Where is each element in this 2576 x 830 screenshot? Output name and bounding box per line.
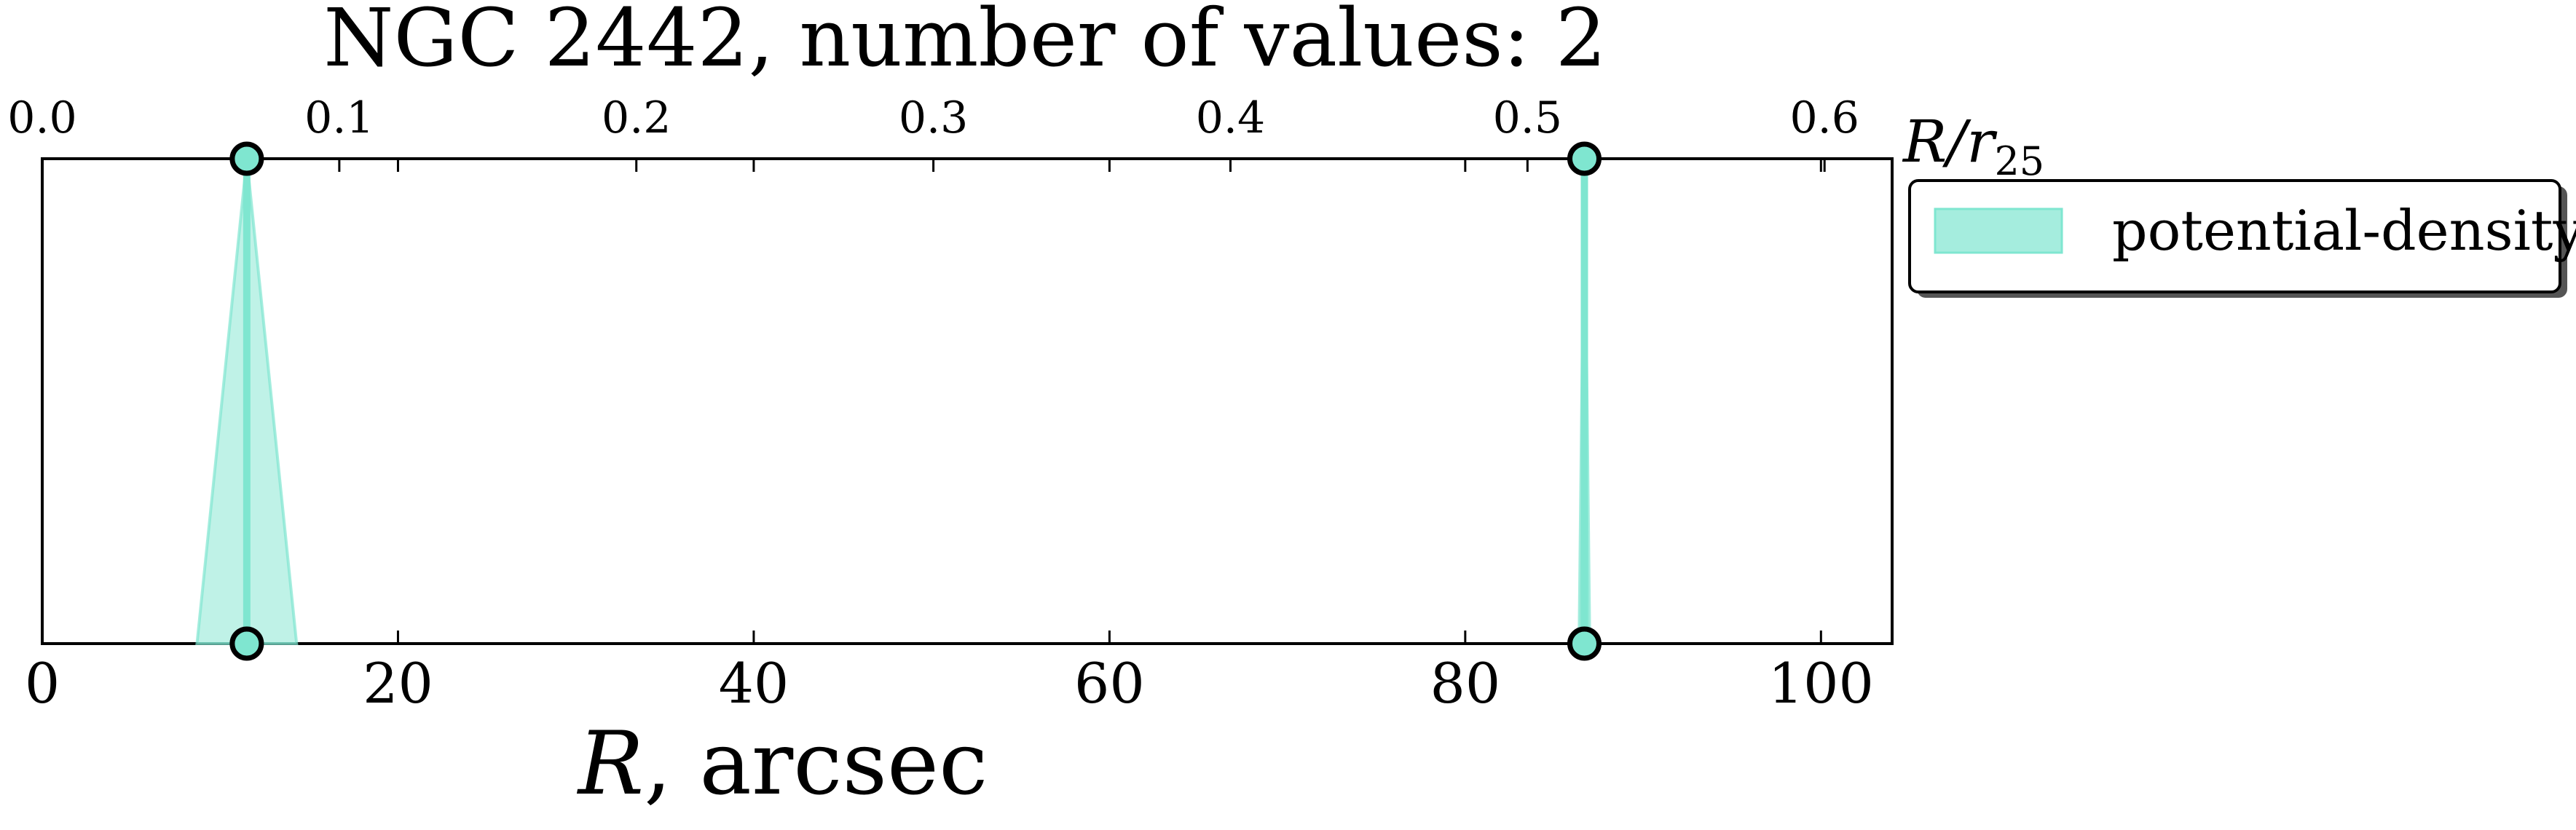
legend-label: potential-density: [2112, 198, 2576, 263]
data-marks: [195, 141, 1602, 661]
x-tick-label: 0: [25, 651, 60, 716]
x2-tick-label: 0.2: [602, 92, 671, 143]
x-axis-bottom: 0 20 40 60 80 100: [25, 159, 1874, 716]
plot-frame: [41, 157, 1894, 645]
data-point-bottom: [1567, 626, 1602, 661]
legend-swatch: [1934, 208, 2063, 254]
x-tick-label: 60: [1074, 651, 1145, 716]
x-axis-top: 0.0 0.1 0.2 0.3 0.4 0.5 0.6: [7, 92, 1859, 172]
x-tick-label: 20: [363, 651, 433, 716]
x2-tick-label: 0.0: [7, 92, 76, 143]
x2-tick-label: 0.3: [899, 92, 968, 143]
legend: potential-density: [1908, 179, 2576, 298]
x2-tick-label: 0.1: [304, 92, 374, 143]
legend-box: [1908, 179, 2561, 293]
x2-tick-label: 0.5: [1493, 92, 1562, 143]
data-point-top: [1567, 141, 1602, 176]
data-point-bottom: [229, 626, 264, 661]
x2-tick-label: 0.4: [1196, 92, 1265, 143]
x2-axis-label: R/r25: [1902, 108, 2044, 184]
data-point-top: [229, 141, 264, 176]
x2-tick-label: 0.6: [1789, 92, 1859, 143]
x-tick-label: 80: [1430, 651, 1500, 716]
x-tick-label: 40: [719, 651, 789, 716]
x-tick-label: 100: [1768, 651, 1874, 716]
x-axis-label: R, arcsec: [577, 714, 988, 815]
chart-title: NGC 2442, number of values: 2: [323, 0, 1606, 84]
